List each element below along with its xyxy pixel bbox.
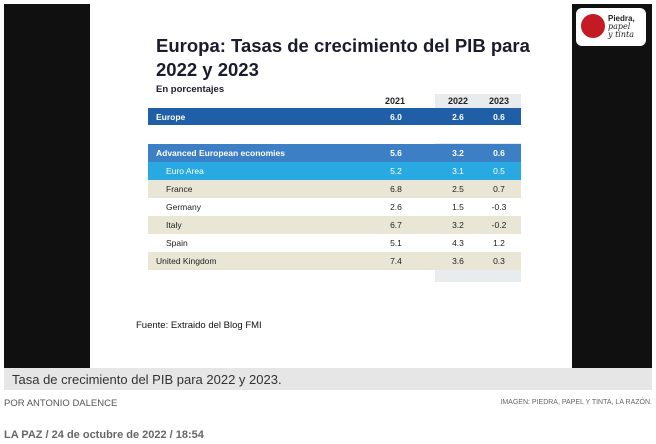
col-2021: 2021 [384, 96, 406, 106]
cell: 0.3 [493, 256, 505, 266]
cell: 0.7 [493, 184, 505, 194]
cell: 6.8 [390, 184, 402, 194]
cell: 2.5 [452, 184, 464, 194]
col-2023: 2023 [488, 96, 510, 106]
table-row: Italy 6.7 3.2 -0.2 [148, 216, 521, 234]
byline[interactable]: POR ANTONIO DALENCE [4, 398, 118, 409]
cell: 6.0 [390, 112, 402, 122]
row-label: Euro Area [166, 166, 204, 176]
source-note: Fuente: Extraido del Blog FMI [136, 320, 262, 331]
cell: 5.6 [390, 148, 402, 158]
logo-line-2: papel [608, 22, 631, 31]
cell: 1.5 [452, 202, 464, 212]
cell: -0.3 [491, 202, 507, 212]
table-row: Spain 5.1 4.3 1.2 [148, 234, 521, 252]
cell: 0.6 [493, 112, 505, 122]
row-label: Europe [156, 112, 186, 122]
slide-subtitle: En porcentajes [156, 84, 225, 95]
cell: 3.2 [452, 220, 464, 230]
col-2022: 2022 [447, 96, 469, 106]
table-row: United Kingdom 7.4 3.6 0.3 [148, 252, 521, 270]
table-row: Germany 2.6 1.5 -0.3 [148, 198, 521, 216]
table-row: France 6.8 2.5 0.7 [148, 180, 521, 198]
logo-line-3: y tinta [608, 30, 634, 39]
cell: 2.6 [390, 202, 402, 212]
slide-title: Europa: Tasas de crecimiento del PIB par… [156, 35, 530, 80]
cell: 3.6 [452, 256, 464, 266]
image-frame: Europa: Tasas de crecimiento del PIB par… [4, 4, 652, 368]
cell: 2.6 [452, 112, 464, 122]
caption-bar: Tasa de crecimiento del PIB para 2022 y … [4, 368, 652, 390]
cell: -0.2 [491, 220, 507, 230]
image-caption: Tasa de crecimiento del PIB para 2022 y … [12, 372, 282, 387]
table-row: Euro Area 5.2 3.1 0.5 [148, 162, 521, 180]
logo-text: Piedra, papel y tinta [608, 15, 635, 39]
cell: 3.2 [452, 148, 464, 158]
row-label: Advanced European economies [156, 148, 285, 158]
cell: 6.7 [390, 220, 402, 230]
cell: 5.1 [390, 238, 402, 248]
slide: Europa: Tasas de crecimiento del PIB par… [90, 4, 572, 368]
cell: 7.4 [390, 256, 402, 266]
cell: 0.5 [493, 166, 505, 176]
table-row: Europe 6.0 2.6 0.6 [148, 108, 521, 125]
table-row: Advanced European economies 5.6 3.2 0.6 [148, 144, 521, 162]
row-label: Italy [166, 220, 182, 230]
cell: 1.2 [493, 238, 505, 248]
cell: 0.6 [493, 148, 505, 158]
row-label: France [166, 184, 193, 194]
image-credit: IMAGEN: PIEDRA, PAPEL Y TINTA, LA RAZÓN. [500, 399, 652, 406]
cell: 3.1 [452, 166, 464, 176]
row-label: Germany [166, 202, 201, 212]
row-label: United Kingdom [156, 256, 217, 266]
publisher-logo: Piedra, papel y tinta [576, 8, 646, 46]
cell: 4.3 [452, 238, 464, 248]
logo-line-1: Piedra, [608, 14, 635, 23]
spacer-row [148, 125, 521, 143]
dateline: LA PAZ / 24 de octubre de 2022 / 18:54 [4, 429, 204, 441]
cell: 5.2 [390, 166, 402, 176]
logo-emblem-icon [581, 14, 605, 38]
row-label: Spain [166, 238, 188, 248]
